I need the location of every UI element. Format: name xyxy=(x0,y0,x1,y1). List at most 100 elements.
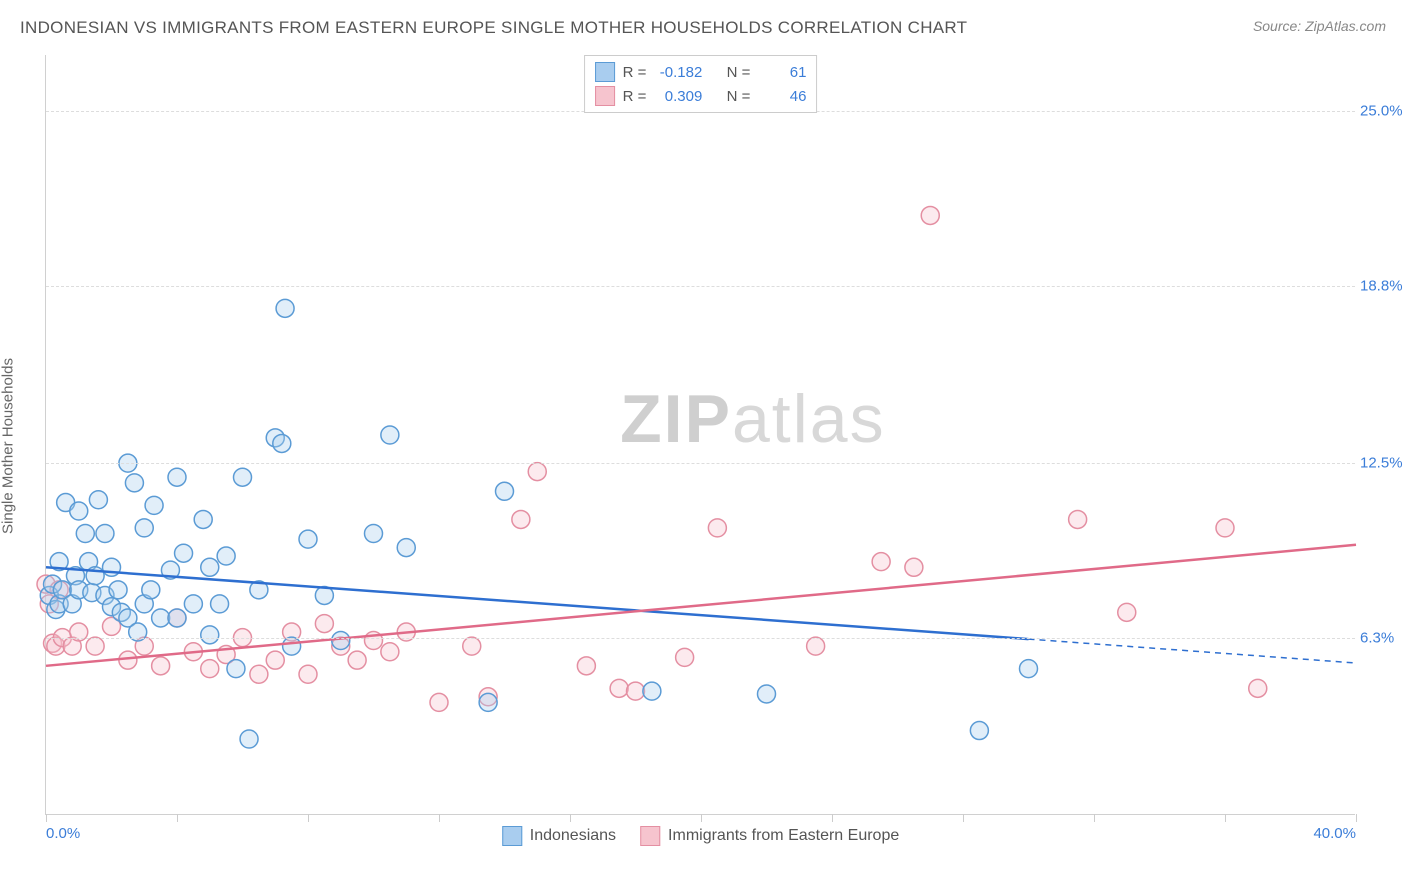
legend-stats-row: R = -0.182 N = 61 xyxy=(595,60,807,84)
data-point xyxy=(577,657,595,675)
x-tick xyxy=(308,814,309,822)
data-point xyxy=(283,637,301,655)
data-point xyxy=(1118,603,1136,621)
y-tick-label: 12.5% xyxy=(1360,455,1406,472)
data-point xyxy=(201,558,219,576)
data-point xyxy=(240,730,258,748)
gridline-h xyxy=(46,463,1355,464)
data-point xyxy=(175,544,193,562)
swatch-series-b xyxy=(595,86,615,106)
data-point xyxy=(86,637,104,655)
r-value-a: -0.182 xyxy=(654,64,702,81)
trend-line-dashed xyxy=(1029,639,1357,663)
data-point xyxy=(463,637,481,655)
data-point xyxy=(905,558,923,576)
source-credit: Source: ZipAtlas.com xyxy=(1253,18,1386,34)
data-point xyxy=(758,685,776,703)
r-label: R = xyxy=(623,88,647,105)
x-tick xyxy=(570,814,571,822)
data-point xyxy=(276,299,294,317)
data-point xyxy=(299,665,317,683)
legend-series: Indonesians Immigrants from Eastern Euro… xyxy=(502,826,900,846)
data-point xyxy=(250,665,268,683)
n-label: N = xyxy=(727,88,751,105)
data-point xyxy=(70,502,88,520)
y-tick-label: 18.8% xyxy=(1360,277,1406,294)
data-point xyxy=(643,682,661,700)
data-point xyxy=(381,643,399,661)
data-point xyxy=(921,206,939,224)
x-tick xyxy=(963,814,964,822)
data-point xyxy=(201,626,219,644)
data-point xyxy=(676,648,694,666)
chart-title: INDONESIAN VS IMMIGRANTS FROM EASTERN EU… xyxy=(20,18,967,38)
data-point xyxy=(610,679,628,697)
data-point xyxy=(152,657,170,675)
data-point xyxy=(76,525,94,543)
data-point xyxy=(1249,679,1267,697)
y-axis-label: Single Mother Households xyxy=(0,358,17,534)
data-point xyxy=(512,510,530,528)
x-tick xyxy=(46,814,47,822)
legend-stats-row: R = 0.309 N = 46 xyxy=(595,84,807,108)
x-tick xyxy=(1225,814,1226,822)
data-point xyxy=(234,468,252,486)
data-point xyxy=(168,609,186,627)
data-point xyxy=(266,651,284,669)
data-point xyxy=(315,615,333,633)
r-label: R = xyxy=(623,64,647,81)
data-point xyxy=(627,682,645,700)
legend-item: Indonesians xyxy=(502,826,616,846)
x-tick-label: 0.0% xyxy=(46,825,80,842)
y-tick-label: 6.3% xyxy=(1360,629,1406,646)
data-point xyxy=(125,474,143,492)
data-point xyxy=(201,660,219,678)
x-tick-label: 40.0% xyxy=(1313,825,1356,842)
r-value-b: 0.309 xyxy=(654,88,702,105)
chart-plot-area: ZIPatlas R = -0.182 N = 61 R = 0.309 N =… xyxy=(45,55,1355,815)
data-point xyxy=(430,693,448,711)
data-point xyxy=(299,530,317,548)
swatch-series-a xyxy=(502,826,522,846)
data-point xyxy=(168,468,186,486)
data-point xyxy=(381,426,399,444)
legend-stats: R = -0.182 N = 61 R = 0.309 N = 46 xyxy=(584,55,818,113)
data-point xyxy=(1216,519,1234,537)
legend-label-a: Indonesians xyxy=(530,827,616,845)
data-point xyxy=(211,595,229,613)
swatch-series-a xyxy=(595,62,615,82)
data-point xyxy=(135,519,153,537)
data-point xyxy=(194,510,212,528)
y-tick-label: 25.0% xyxy=(1360,103,1406,120)
data-point xyxy=(807,637,825,655)
x-tick xyxy=(439,814,440,822)
legend-item: Immigrants from Eastern Europe xyxy=(640,826,899,846)
data-point xyxy=(142,581,160,599)
data-point xyxy=(479,693,497,711)
x-tick xyxy=(177,814,178,822)
data-point xyxy=(970,722,988,740)
data-point xyxy=(1020,660,1038,678)
data-point xyxy=(119,651,137,669)
data-point xyxy=(217,547,235,565)
data-point xyxy=(1069,510,1087,528)
gridline-h xyxy=(46,638,1355,639)
data-point xyxy=(89,491,107,509)
gridline-h xyxy=(46,286,1355,287)
data-point xyxy=(145,496,163,514)
x-tick xyxy=(832,814,833,822)
n-label: N = xyxy=(727,64,751,81)
x-tick xyxy=(1094,814,1095,822)
n-value-b: 46 xyxy=(758,88,806,105)
x-tick xyxy=(701,814,702,822)
data-point xyxy=(528,463,546,481)
trend-line xyxy=(46,545,1356,666)
n-value-a: 61 xyxy=(758,64,806,81)
data-point xyxy=(348,651,366,669)
data-point xyxy=(184,595,202,613)
legend-label-b: Immigrants from Eastern Europe xyxy=(668,827,899,845)
data-point xyxy=(708,519,726,537)
data-point xyxy=(152,609,170,627)
data-point xyxy=(96,525,114,543)
scatter-svg xyxy=(46,55,1355,814)
